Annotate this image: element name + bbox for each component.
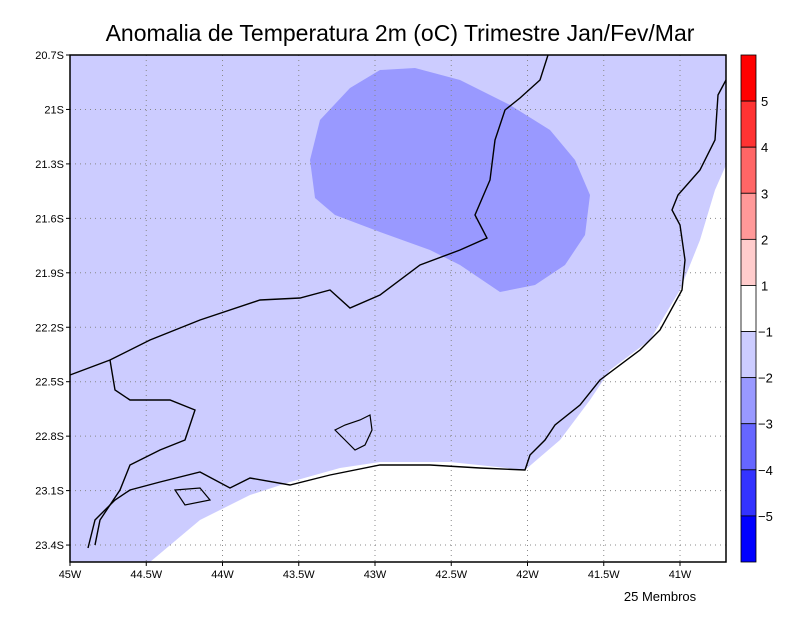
colorbar: 5 4 3 2 1 −1 −2 −3 −4 −5 — [740, 54, 773, 563]
colorbar-swatch — [740, 192, 757, 240]
y-tick-label: 21.6S — [35, 213, 64, 225]
colorbar-swatch — [740, 100, 757, 148]
colorbar-label: −3 — [758, 417, 773, 432]
colorbar-label: 2 — [761, 232, 768, 247]
colorbar-swatch — [740, 423, 757, 471]
y-tick-label: 20.7S — [35, 50, 64, 62]
y-tick-label: 22.5S — [35, 377, 64, 389]
x-tick-label: 44.5W — [130, 569, 162, 581]
y-tick-label: 22.8S — [35, 431, 64, 443]
colorbar-swatch — [740, 377, 757, 425]
colorbar-label: 3 — [761, 186, 768, 201]
state-border-sp — [94, 359, 196, 546]
y-tick-label: 21.9S — [35, 268, 64, 280]
colorbar-label: 4 — [761, 140, 768, 155]
colorbar-label: −4 — [758, 463, 773, 478]
colorbar-label: −2 — [758, 371, 773, 386]
x-tick-label: 44W — [211, 569, 234, 581]
state-border — [69, 54, 549, 376]
y-tick-label: 23.4S — [35, 540, 64, 552]
colorbar-label: −5 — [758, 509, 773, 524]
colorbar-swatch — [740, 146, 757, 194]
x-tick-label: 45W — [59, 569, 82, 581]
y-axis: 20.7S 21S 21.3S 21.6S 21.9S 22.2S 22.5S 22.8S 23… — [35, 50, 70, 552]
chart-title: Anomalia de Temperatura 2m (oC) Trimestr… — [106, 20, 695, 46]
x-tick-label: 42W — [516, 569, 539, 581]
x-tick-label: 43.5W — [283, 569, 315, 581]
y-tick-label: 22.2S — [35, 322, 64, 334]
colorbar-swatch — [740, 515, 757, 563]
x-tick-label: 41.5W — [588, 569, 620, 581]
colorbar-swatch — [740, 469, 757, 517]
colorbar-swatch — [740, 54, 757, 102]
colorbar-label: 5 — [761, 94, 768, 109]
anomaly-region-medium — [310, 68, 590, 292]
x-tick-label: 42.5W — [435, 569, 467, 581]
colorbar-label: 1 — [761, 278, 768, 293]
members-label: 25 Membros — [624, 589, 697, 604]
island-coast — [173, 414, 373, 506]
colorbar-swatch — [740, 238, 757, 286]
coastline — [87, 79, 727, 549]
x-axis: 45W 44.5W 44W 43.5W 43W 42.5W 42W 41.5W 41W — [59, 562, 692, 581]
x-tick-label: 41W — [669, 569, 692, 581]
y-tick-label: 21S — [44, 104, 64, 116]
plot-area — [69, 54, 727, 563]
colorbar-swatch — [740, 331, 757, 379]
y-tick-label: 23.1S — [35, 486, 64, 498]
plot-frame — [69, 54, 727, 563]
anomaly-region-white — [150, 165, 726, 562]
colorbar-swatch — [740, 285, 757, 332]
x-tick-label: 43W — [364, 569, 387, 581]
y-tick-label: 21.3S — [35, 159, 64, 171]
colorbar-label: −1 — [758, 325, 773, 340]
